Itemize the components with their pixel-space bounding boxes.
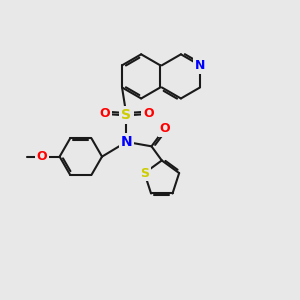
Text: S: S xyxy=(140,167,149,180)
Text: N: N xyxy=(195,59,205,72)
Text: O: O xyxy=(99,107,110,120)
Text: O: O xyxy=(143,107,154,120)
Text: O: O xyxy=(159,122,170,135)
Text: S: S xyxy=(122,108,131,122)
Text: O: O xyxy=(37,150,47,163)
Text: N: N xyxy=(121,135,132,149)
